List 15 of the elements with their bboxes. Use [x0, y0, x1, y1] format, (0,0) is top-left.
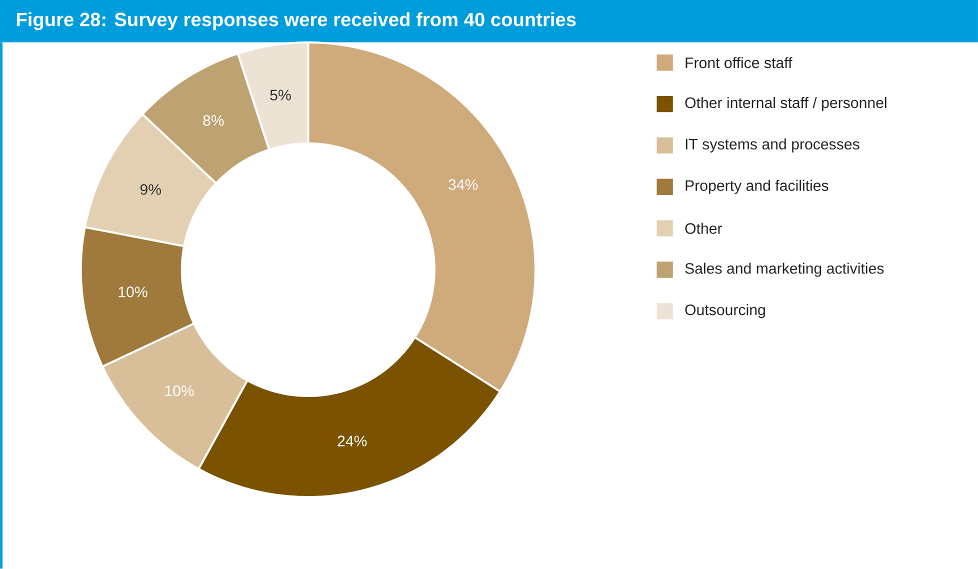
data-label: 24%: [338, 436, 367, 446]
legend-label: Property and facilities: [686, 180, 828, 194]
data-label: 10%: [165, 386, 194, 396]
legend-label: Front office staff: [686, 57, 792, 68]
data-label: 9%: [140, 184, 161, 195]
legend-label: IT systems and processes: [686, 138, 860, 153]
data-label: 34%: [448, 179, 478, 190]
data-label: 5%: [270, 90, 291, 101]
legend-label: Other: [685, 222, 722, 234]
legend-label: Sales and marketing activities: [685, 262, 884, 277]
legend-label: Outsourcing: [685, 304, 765, 318]
data-label: 8%: [203, 115, 224, 126]
legend-label: Other internal staff / personnel: [685, 97, 886, 112]
data-label: 10%: [118, 286, 148, 298]
chart-title: Figure 28: Survey responses were received from 40 countries: [16, 12, 576, 30]
